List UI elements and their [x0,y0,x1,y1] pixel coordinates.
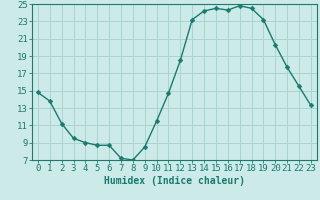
X-axis label: Humidex (Indice chaleur): Humidex (Indice chaleur) [104,176,245,186]
